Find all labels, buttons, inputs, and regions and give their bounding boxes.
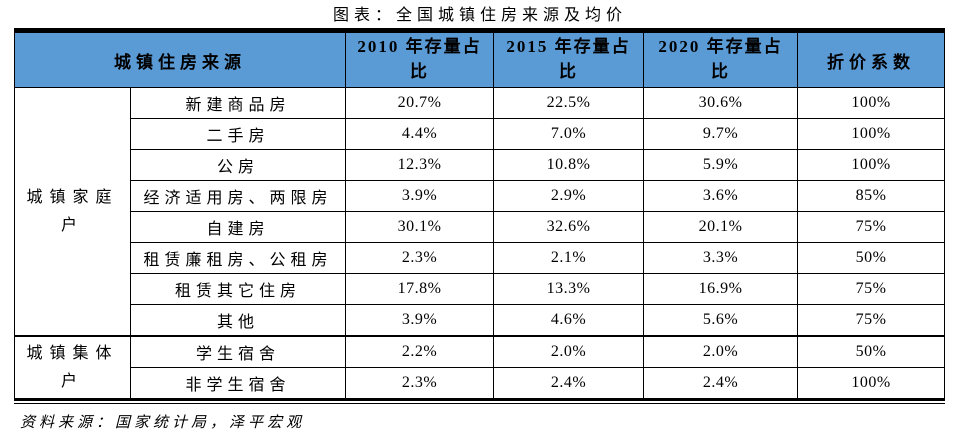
group-label-text: 城镇集体户 — [26, 345, 119, 390]
category-cell: 新建商品房 — [130, 87, 346, 119]
group-label-text: 城镇家庭户 — [26, 189, 119, 234]
category-cell: 非学生宿舍 — [130, 367, 346, 399]
value-2010-cell: 2.3% — [345, 367, 494, 399]
value-2020-cell: 30.6% — [643, 87, 798, 119]
value-2010-cell: 3.9% — [345, 180, 494, 212]
table-row: 城镇集体户 学生宿舍 2.2% 2.0% 2.0% 50% — [14, 335, 945, 399]
header-label-2020: 2020 年存量占比 — [658, 37, 783, 81]
value-2020-cell: 20.1% — [643, 211, 798, 243]
category-cell: 租赁廉租房、公租房 — [130, 242, 346, 274]
header-label-2015: 2015 年存量占比 — [506, 37, 631, 81]
value-2010-cell: 2.2% — [345, 335, 494, 368]
discount-cell: 50% — [797, 242, 945, 274]
value-2020-cell: 3.3% — [643, 242, 798, 274]
value-2015-cell: 2.9% — [493, 180, 644, 212]
category-cell: 公房 — [130, 149, 346, 181]
table-row: 租赁廉租房、公租房 2.3% 2.1% 3.3% 50% — [15, 242, 945, 274]
value-2020-cell: 3.6% — [643, 180, 798, 212]
discount-cell: 85% — [797, 180, 945, 212]
value-2020-cell: 9.7% — [643, 118, 798, 150]
value-2010-cell: 17.8% — [345, 273, 494, 305]
header-cell-2010: 2010 年存量占比 — [345, 32, 494, 88]
housing-table-container: 城镇住房来源 2010 年存量占比 2015 年存量占比 2020 年存量占比 … — [14, 28, 945, 401]
value-2015-cell: 13.3% — [493, 273, 644, 305]
table-row: 公房 12.3% 10.8% 5.9% 100% — [15, 149, 945, 181]
header-cell-source: 城镇住房来源 — [14, 32, 346, 88]
discount-cell: 100% — [797, 118, 945, 150]
category-cell: 学生宿舍 — [130, 335, 346, 368]
category-cell: 租赁其它住房 — [130, 273, 346, 305]
value-2010-cell: 4.4% — [345, 118, 494, 150]
housing-source-table: 城镇住房来源 2010 年存量占比 2015 年存量占比 2020 年存量占比 … — [14, 32, 945, 399]
discount-cell: 50% — [797, 335, 945, 368]
table-row: 自建房 30.1% 32.6% 20.1% 75% — [15, 211, 945, 243]
row-group-collective-label: 城镇集体户 — [14, 335, 131, 399]
value-2020-cell: 16.9% — [643, 273, 798, 305]
value-2015-cell: 4.6% — [493, 304, 644, 337]
chart-title: 图表：全国城镇住房来源及均价 — [332, 7, 627, 24]
double-rule-gap — [14, 401, 945, 403]
table-row: 城镇家庭户 新建商品房 20.7% 22.5% 30.6% 100% — [14, 87, 945, 337]
value-2010-cell: 20.7% — [345, 87, 494, 119]
table-row: 经济适用房、两限房 3.9% 2.9% 3.6% 85% — [15, 180, 945, 212]
discount-cell: 100% — [797, 367, 945, 399]
value-2010-cell: 3.9% — [345, 304, 494, 337]
value-2010-cell: 2.3% — [345, 242, 494, 274]
category-cell: 经济适用房、两限房 — [130, 180, 346, 212]
discount-cell: 75% — [797, 273, 945, 305]
value-2010-cell: 30.1% — [345, 211, 494, 243]
value-2020-cell: 2.4% — [643, 367, 798, 399]
data-source-note: 资料来源：国家统计局，泽平宏观 — [20, 415, 306, 430]
header-row: 城镇住房来源 2010 年存量占比 2015 年存量占比 2020 年存量占比 … — [14, 32, 945, 88]
header-label-2010: 2010 年存量占比 — [357, 37, 482, 81]
value-2015-cell: 2.4% — [493, 367, 644, 399]
value-2015-cell: 10.8% — [493, 149, 644, 181]
category-cell: 其他 — [130, 304, 346, 337]
double-rule-thin-line — [14, 403, 945, 404]
value-2015-cell: 2.0% — [493, 335, 644, 368]
table-row: 二手房 4.4% 7.0% 9.7% 100% — [15, 118, 945, 150]
header-cell-2020: 2020 年存量占比 — [643, 32, 798, 88]
header-cell-discount: 折价系数 — [797, 32, 945, 88]
table-row: 其他 3.9% 4.6% 5.6% 75% — [15, 304, 945, 337]
value-2010-cell: 12.3% — [345, 149, 494, 181]
discount-cell: 75% — [797, 304, 945, 337]
table-row: 租赁其它住房 17.8% 13.3% 16.9% 75% — [15, 273, 945, 305]
value-2020-cell: 2.0% — [643, 335, 798, 368]
discount-cell: 75% — [797, 211, 945, 243]
value-2020-cell: 5.6% — [643, 304, 798, 337]
value-2015-cell: 2.1% — [493, 242, 644, 274]
value-2015-cell: 7.0% — [493, 118, 644, 150]
value-2020-cell: 5.9% — [643, 149, 798, 181]
header-cell-2015: 2015 年存量占比 — [493, 32, 644, 88]
discount-cell: 100% — [797, 87, 945, 119]
value-2015-cell: 22.5% — [493, 87, 644, 119]
discount-cell: 100% — [797, 149, 945, 181]
row-group-family-label: 城镇家庭户 — [14, 87, 131, 337]
category-cell: 二手房 — [130, 118, 346, 150]
value-2015-cell: 32.6% — [493, 211, 644, 243]
category-cell: 自建房 — [130, 211, 346, 243]
table-row: 非学生宿舍 2.3% 2.4% 2.4% 100% — [15, 367, 945, 399]
